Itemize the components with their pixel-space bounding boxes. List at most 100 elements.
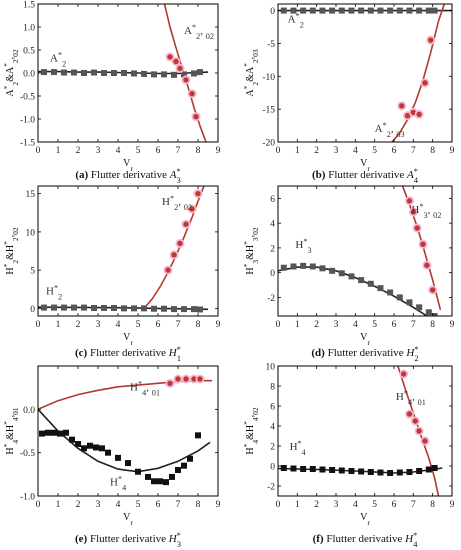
data-point-circle xyxy=(169,250,179,260)
x-tick-label: 6 xyxy=(392,146,397,156)
fit-curve-2 xyxy=(163,4,207,142)
series-annotation: H*4 xyxy=(110,474,126,492)
x-tick-label: 3 xyxy=(96,500,101,510)
y-tick-label: -2 xyxy=(267,483,275,493)
data-point-square xyxy=(161,305,167,312)
plot-area xyxy=(38,4,209,142)
data-point-circle xyxy=(422,260,432,270)
data-point-square xyxy=(358,7,365,14)
panel-caption: (e) Flutter derivative H* 3 xyxy=(75,531,181,549)
fit-curve-2 xyxy=(397,366,440,496)
data-point-square xyxy=(151,305,157,312)
x-tick-label: 5 xyxy=(372,146,377,156)
axes-frame xyxy=(277,365,453,497)
y-tick-label: -0.5 xyxy=(20,449,35,459)
y-tick-label: 0.5 xyxy=(23,47,35,57)
data-point-circle xyxy=(165,378,175,388)
x-axis-label: Vr xyxy=(360,512,370,527)
x-tick-label: 1 xyxy=(295,500,300,510)
x-tick-label: 4 xyxy=(116,320,121,330)
x-tick-label: 8 xyxy=(196,320,201,330)
plot-area xyxy=(38,186,209,313)
y-axis-label: H*2&H*2,02 xyxy=(2,227,20,275)
data-point-square xyxy=(145,473,151,480)
x-tick-label: 4 xyxy=(116,146,121,156)
y-tick-label: 4 xyxy=(270,423,275,433)
data-point-circle xyxy=(426,35,436,45)
data-point-square xyxy=(87,442,93,449)
data-point-square xyxy=(121,305,127,312)
x-tick-label: 4 xyxy=(353,320,358,330)
data-point-square xyxy=(338,270,345,277)
x-tick-label: 0 xyxy=(36,146,41,156)
data-point-square xyxy=(300,262,307,269)
data-point-square xyxy=(416,7,423,14)
data-point-square xyxy=(151,478,157,485)
x-tick-label: 0 xyxy=(276,146,281,156)
data-point-square xyxy=(157,478,163,485)
x-tick-label: 6 xyxy=(156,146,161,156)
y-tick-label: 0 xyxy=(270,269,275,279)
y-axis-label: H*4&H*4,02 xyxy=(242,407,260,455)
y-tick-label: 15 xyxy=(26,190,36,200)
data-point-circle xyxy=(175,63,185,73)
data-point-square xyxy=(396,7,403,14)
data-point-square xyxy=(348,273,355,280)
data-point-circle xyxy=(404,196,414,206)
data-point-square xyxy=(396,469,403,476)
data-point-square xyxy=(81,445,87,452)
data-point-square xyxy=(387,289,394,296)
data-point-square xyxy=(406,469,413,475)
y-tick-label: 4 xyxy=(270,220,275,230)
axes-frame xyxy=(37,185,219,317)
series-annotation: H*2, 02 xyxy=(162,194,192,212)
y-tick-label: 0.0 xyxy=(23,70,35,80)
axes-frame xyxy=(277,185,453,317)
x-tick-label: 5 xyxy=(136,500,141,510)
data-point-square xyxy=(197,69,203,76)
plot-area xyxy=(278,186,442,316)
series-annotation: A*2, 02 xyxy=(184,22,214,40)
data-point-circle xyxy=(420,436,430,446)
data-point-square xyxy=(416,304,423,311)
x-tick-label: 2 xyxy=(314,146,319,156)
data-point-square xyxy=(121,70,127,76)
x-tick-label: 5 xyxy=(136,320,141,330)
data-point-square xyxy=(280,264,287,271)
data-point-square xyxy=(425,466,432,473)
x-axis-label: Vr xyxy=(360,332,370,347)
data-point-square xyxy=(338,7,345,14)
series-annotation: A*2 xyxy=(50,50,66,68)
data-point-square xyxy=(280,465,287,471)
data-point-square xyxy=(431,313,438,316)
x-tick-label: 8 xyxy=(430,146,435,156)
series-annotation: H*4 xyxy=(290,439,306,457)
data-point-circle xyxy=(191,112,201,122)
panel-b: 0 1 2 3 4 5 6 7 8 9 -20 -15 -10 -5 0 Vr A*2&A*2,03 A*2 A*2… xyxy=(242,3,455,185)
series-annotation: A*2, 03 xyxy=(375,121,405,139)
data-point-square xyxy=(135,468,141,475)
data-point-square xyxy=(425,309,432,316)
x-tick-label: 5 xyxy=(372,320,377,330)
data-point-circle xyxy=(173,374,183,384)
data-point-square xyxy=(131,70,137,77)
y-axis-label: H*4&H*4,01 xyxy=(2,407,20,455)
x-tick-label: 7 xyxy=(411,320,416,330)
data-point-circle xyxy=(181,219,191,229)
data-point-square xyxy=(141,70,147,77)
data-point-circle xyxy=(404,409,414,419)
x-tick-label: 1 xyxy=(295,146,300,156)
data-point-square xyxy=(300,7,307,14)
x-axis-label: Vr xyxy=(123,158,133,173)
x-tick-label: 4 xyxy=(353,500,358,510)
data-point-square xyxy=(111,70,117,76)
y-tick-label: 6 xyxy=(270,195,275,205)
data-point-circle xyxy=(175,238,185,248)
series-annotation: H*4, 01 xyxy=(130,379,160,397)
data-point-square xyxy=(416,468,423,474)
data-point-square xyxy=(51,304,57,311)
x-tick-label: 9 xyxy=(450,500,455,510)
data-point-circle xyxy=(408,207,418,217)
y-tick-label: 0 xyxy=(270,463,275,473)
